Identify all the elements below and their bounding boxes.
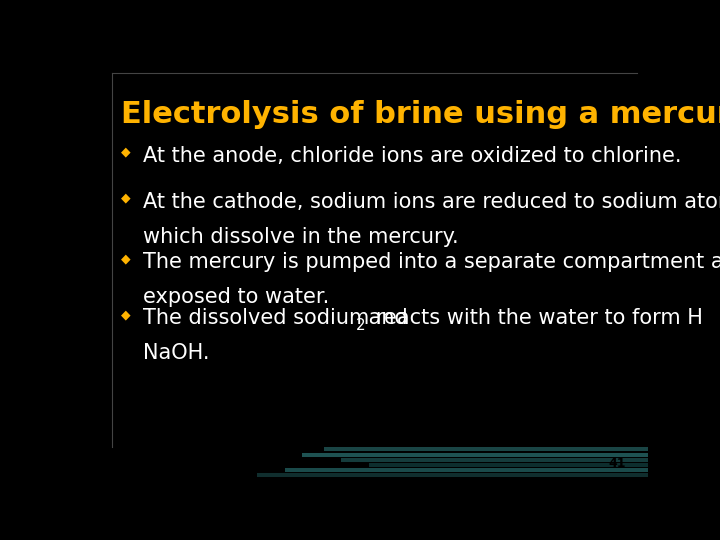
Text: NaOH.: NaOH. bbox=[143, 343, 210, 363]
Text: exposed to water.: exposed to water. bbox=[143, 287, 329, 307]
Text: At the anode, chloride ions are oxidized to chlorine.: At the anode, chloride ions are oxidized… bbox=[143, 146, 682, 166]
Text: ◆: ◆ bbox=[121, 146, 130, 159]
Text: ◆: ◆ bbox=[121, 252, 130, 265]
Text: which dissolve in the mercury.: which dissolve in the mercury. bbox=[143, 227, 459, 247]
Text: 41: 41 bbox=[608, 457, 626, 470]
Bar bbox=[258, 473, 648, 477]
Text: and: and bbox=[362, 308, 408, 328]
Text: 2: 2 bbox=[356, 319, 366, 333]
Text: The mercury is pumped into a separate compartment and: The mercury is pumped into a separate co… bbox=[143, 252, 720, 272]
Text: Electrolysis of brine using a mercury cell.: Electrolysis of brine using a mercury ce… bbox=[121, 100, 720, 129]
Text: At the cathode, sodium ions are reduced to sodium atoms,: At the cathode, sodium ions are reduced … bbox=[143, 192, 720, 212]
Text: ◆: ◆ bbox=[121, 192, 130, 205]
Bar bbox=[285, 468, 648, 472]
Bar bbox=[341, 458, 648, 462]
Bar bbox=[369, 463, 648, 467]
Text: ◆: ◆ bbox=[121, 308, 130, 321]
Bar bbox=[324, 447, 648, 451]
Bar bbox=[302, 453, 648, 457]
Text: The dissolved sodium reacts with the water to form H: The dissolved sodium reacts with the wat… bbox=[143, 308, 703, 328]
